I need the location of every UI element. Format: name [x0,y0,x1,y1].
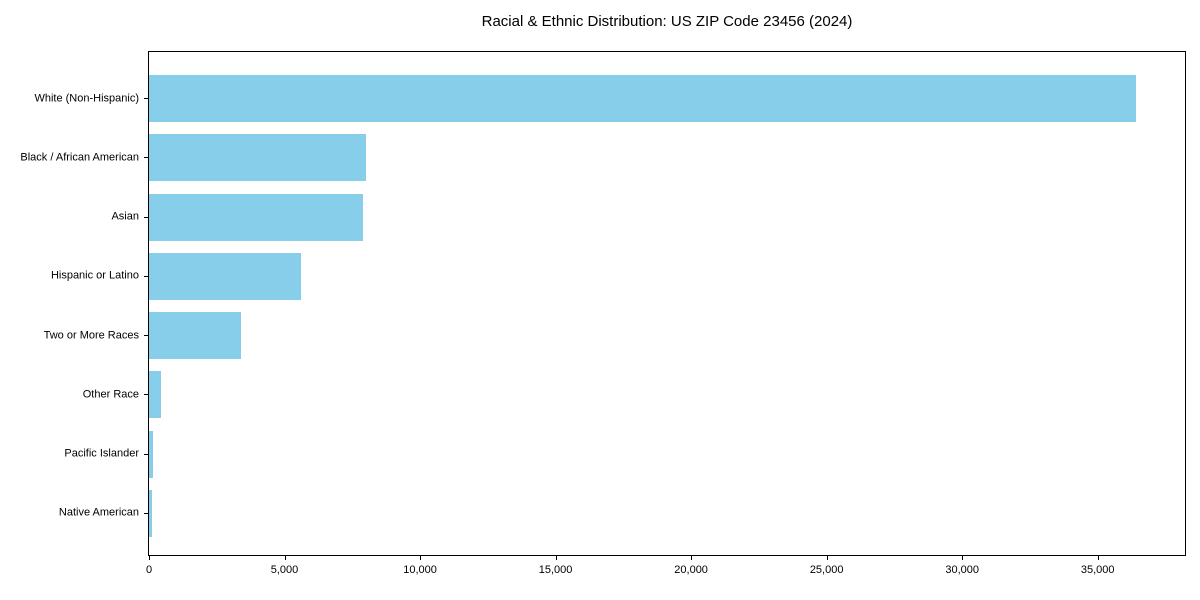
x-axis-tick [420,556,422,560]
bar-row [149,69,1185,128]
x-axis-tick [555,556,557,560]
y-axis-tick [144,394,148,396]
y-axis-label: Two or More Races [43,329,139,342]
x-axis-tick-label: 25,000 [809,564,844,576]
bar-row [149,425,1185,484]
y-axis-tick [144,512,148,514]
bar-row [149,247,1185,306]
y-axis-tick [144,453,148,455]
y-axis-tick [144,275,148,277]
y-axis-label: Hispanic or Latino [50,269,139,282]
bar-row [149,128,1185,187]
bar [149,252,301,300]
plot-area [148,51,1186,556]
bar [149,193,364,241]
y-axis-tick [144,216,148,218]
bar [149,134,366,182]
x-axis-tick [826,556,828,560]
x-axis-tick [149,556,150,560]
x-axis-tick-label: 10,000 [403,564,437,576]
bar [149,430,154,478]
y-axis-label: Native American [58,506,139,519]
x-axis-tick-label: 0 [145,564,153,576]
x-axis-tick-label: 15,000 [538,564,573,576]
y-axis-label: Asian [111,210,139,223]
y-axis-label: Other Race [82,388,139,401]
x-axis-tick-label: 20,000 [674,564,708,576]
bar [149,371,162,419]
x-axis-tick-label: 5,000 [270,564,299,576]
bar [149,489,152,537]
bar-row [149,188,1185,247]
x-axis-tick-label: 35,000 [1080,564,1115,576]
bar [149,75,1136,123]
y-axis-label: Black / African American [20,151,139,164]
x-axis-tick [1097,556,1099,560]
y-axis-label: Pacific Islander [64,447,139,460]
chart-title: Racial & Ethnic Distribution: US ZIP Cod… [481,13,853,30]
y-axis-label: White (Non-Hispanic) [34,92,139,105]
x-axis-tick [284,556,286,560]
x-axis-tick [691,556,693,560]
bar-row [149,365,1185,424]
bars-container [149,52,1185,555]
x-axis-tick-label: 30,000 [945,564,979,576]
y-axis-tick [144,335,148,337]
bar [149,312,242,360]
bar-row [149,484,1185,543]
y-axis-tick [144,157,148,159]
y-axis-tick [144,98,148,100]
bar-row [149,306,1185,365]
x-axis-tick [962,556,964,560]
